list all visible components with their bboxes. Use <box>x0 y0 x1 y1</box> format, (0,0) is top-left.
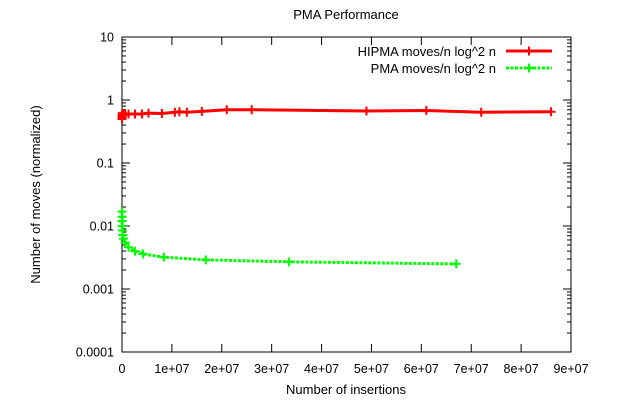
y-tick-label: 0.1 <box>97 157 114 171</box>
x-tick-label: 9e+07 <box>553 362 588 376</box>
y-tick-label: 10 <box>100 31 114 45</box>
y-tick-label: 0.01 <box>90 220 114 234</box>
legend-marker <box>524 46 534 56</box>
plot-frame <box>121 36 572 353</box>
x-tick-label: 8e+07 <box>504 362 539 376</box>
x-tick-label: 0 <box>119 362 126 376</box>
x-tick-label: 3e+07 <box>254 362 289 376</box>
data-point <box>197 106 207 116</box>
x-axis: 0 1e+07 2e+07 3e+07 4e+07 5e+07 6e+07 7e+07 8e+0… <box>119 37 589 376</box>
series-2 <box>117 206 461 269</box>
y-axis: 0.0001 0.001 0.01 0.1 1 10 <box>76 31 571 360</box>
data-point <box>138 249 148 259</box>
data-point <box>130 246 140 256</box>
legend-marker <box>524 63 534 73</box>
series-line <box>120 211 457 266</box>
legend-label: HIPMA moves/n log^2 n <box>358 44 496 59</box>
x-tick-label: 2e+07 <box>204 362 239 376</box>
y-tick-label: 0.001 <box>83 283 114 297</box>
data-point <box>120 237 130 247</box>
data-point <box>284 257 294 267</box>
data-point <box>247 105 257 115</box>
data-point <box>476 107 486 117</box>
legend: HIPMA moves/n log^2 n PMA moves/n log^2 n <box>358 44 552 76</box>
data-point <box>421 106 431 116</box>
data-point <box>546 107 556 117</box>
data-point <box>123 242 133 252</box>
data-point <box>222 105 232 115</box>
data-point <box>451 259 461 269</box>
data-point <box>157 109 167 119</box>
data-point <box>361 106 371 116</box>
y-axis-title: Number of moves (normalized) <box>28 105 43 283</box>
legend-label: PMA moves/n log^2 n <box>371 61 496 76</box>
y-tick-label: 0.0001 <box>76 346 114 360</box>
data-point <box>201 255 211 265</box>
series-layer <box>117 105 556 269</box>
x-tick-label: 4e+07 <box>304 362 339 376</box>
data-point <box>159 252 169 262</box>
data-point <box>182 107 192 117</box>
series-1 <box>117 105 556 124</box>
chart-title: PMA Performance <box>293 7 399 22</box>
x-tick-label: 6e+07 <box>404 362 439 376</box>
y-tick-label: 1 <box>107 94 114 108</box>
x-axis-title: Number of insertions <box>286 382 406 397</box>
x-tick-label: 5e+07 <box>354 362 389 376</box>
x-tick-label: 7e+07 <box>454 362 489 376</box>
x-tick-label: 1e+07 <box>154 362 189 376</box>
data-point <box>143 108 153 118</box>
